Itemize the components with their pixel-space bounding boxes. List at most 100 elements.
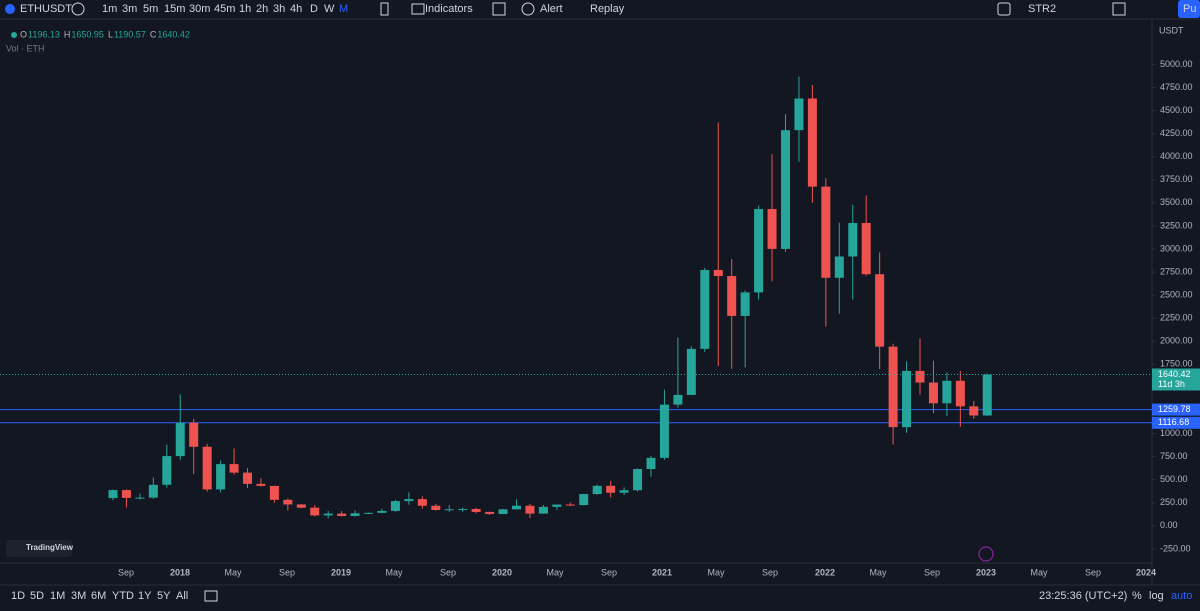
publish-button-bg[interactable] bbox=[1178, 0, 1200, 18]
y-tick-label: 3250.00 bbox=[1160, 220, 1193, 230]
event-icon[interactable] bbox=[978, 546, 994, 562]
interval-button[interactable]: M bbox=[339, 3, 348, 15]
publish-button[interactable]: Pu bbox=[1183, 3, 1196, 15]
alert-icon bbox=[521, 2, 535, 16]
range-button[interactable]: YTD bbox=[112, 590, 134, 602]
indicators-icon bbox=[411, 3, 425, 15]
candle-body bbox=[121, 490, 131, 498]
candle-body bbox=[821, 186, 831, 278]
candle-body bbox=[283, 499, 293, 505]
range-button[interactable]: 1Y bbox=[138, 590, 152, 602]
interval-button[interactable]: 1h bbox=[239, 3, 251, 15]
status-dot bbox=[11, 32, 17, 38]
candle-body bbox=[525, 505, 535, 514]
range-button[interactable]: 5Y bbox=[157, 590, 171, 602]
x-tick-label: May bbox=[707, 567, 725, 577]
ohlc-value: 1640.42 bbox=[157, 29, 190, 39]
x-tick-label: May bbox=[546, 567, 564, 577]
symbol[interactable]: ETHUSDT bbox=[20, 3, 72, 15]
candle-body bbox=[175, 422, 185, 457]
interval-button[interactable]: 5m bbox=[143, 3, 158, 15]
fullscreen-icon[interactable] bbox=[1112, 2, 1126, 16]
y-tick-label: 0.00 bbox=[1160, 520, 1178, 530]
interval-button[interactable]: W bbox=[324, 3, 335, 15]
interval-button[interactable]: 15m bbox=[164, 3, 185, 15]
range-button[interactable]: 6M bbox=[91, 590, 106, 602]
interval-button[interactable]: 30m bbox=[189, 3, 210, 15]
candle-body bbox=[256, 483, 266, 486]
goto-icon[interactable] bbox=[204, 590, 218, 602]
range-button[interactable]: 1D bbox=[11, 590, 25, 602]
price-axis-unit[interactable]: USDT bbox=[1159, 25, 1184, 35]
chart-type-icon[interactable] bbox=[380, 2, 389, 16]
auto-toggle[interactable]: auto bbox=[1171, 590, 1192, 602]
range-button[interactable]: 1M bbox=[50, 590, 65, 602]
compare-button[interactable] bbox=[71, 2, 85, 16]
layout-icon[interactable] bbox=[997, 2, 1011, 16]
range-button[interactable]: 5D bbox=[30, 590, 44, 602]
interval-button[interactable]: 3h bbox=[273, 3, 285, 15]
candle-body bbox=[148, 484, 158, 498]
countdown: 11d 3h bbox=[1158, 379, 1185, 389]
candle-body bbox=[404, 499, 414, 502]
x-tick-label: Sep bbox=[762, 567, 778, 577]
y-tick-label: 3500.00 bbox=[1160, 197, 1193, 207]
candle-body bbox=[673, 394, 683, 405]
candle-body bbox=[189, 422, 199, 447]
interval-button[interactable]: 45m bbox=[214, 3, 235, 15]
symbol-icon bbox=[5, 4, 15, 14]
candle-body bbox=[807, 98, 817, 187]
candle-body bbox=[928, 382, 938, 404]
x-tick-label: Sep bbox=[440, 567, 456, 577]
interval-button[interactable]: 1m bbox=[102, 3, 117, 15]
candle-body bbox=[296, 504, 306, 508]
interval-button[interactable]: 3m bbox=[122, 3, 137, 15]
y-tick-label: -250.00 bbox=[1160, 543, 1191, 553]
price-label: 1116.68 bbox=[1158, 417, 1189, 427]
candle-body bbox=[310, 507, 320, 516]
y-tick-label: 4750.00 bbox=[1160, 82, 1193, 92]
candle-body bbox=[794, 98, 804, 131]
x-tick-label: May bbox=[385, 567, 403, 577]
candle-body bbox=[781, 130, 790, 249]
price-label: 1259.78 bbox=[1158, 404, 1191, 414]
range-button[interactable]: All bbox=[176, 590, 188, 602]
log-toggle[interactable]: log bbox=[1149, 590, 1164, 602]
clock: 23:25:36 (UTC+2) bbox=[1039, 590, 1127, 602]
candle-body bbox=[108, 490, 118, 499]
y-tick-label: 1000.00 bbox=[1160, 428, 1193, 438]
percent-toggle[interactable]: % bbox=[1132, 590, 1142, 602]
candle-body bbox=[942, 380, 952, 404]
x-tick-label: 2023 bbox=[976, 567, 996, 577]
candle-body bbox=[269, 485, 279, 500]
layouts-icon[interactable] bbox=[492, 2, 506, 16]
candle-body bbox=[202, 446, 212, 490]
interval-button[interactable]: D bbox=[310, 3, 318, 15]
alert-button[interactable]: Alert bbox=[540, 3, 563, 15]
interval-button[interactable]: 2h bbox=[256, 3, 268, 15]
candle-body bbox=[700, 269, 710, 349]
candle-body bbox=[444, 509, 454, 511]
price-label-bg bbox=[1152, 416, 1200, 429]
x-tick-label: 2024 bbox=[1136, 567, 1156, 577]
candle-body bbox=[888, 346, 898, 428]
layout-name[interactable]: STR2 bbox=[1028, 3, 1056, 15]
interval-button[interactable]: 4h bbox=[290, 3, 302, 15]
last-price-label: 1640.42 bbox=[1158, 369, 1191, 379]
price-label-bg bbox=[1152, 403, 1200, 416]
y-tick-label: 750.00 bbox=[1160, 451, 1188, 461]
candle-body bbox=[875, 274, 885, 347]
range-button[interactable]: 3M bbox=[71, 590, 86, 602]
indicators-button[interactable]: Indicators bbox=[425, 3, 473, 15]
x-tick-label: Sep bbox=[1085, 567, 1101, 577]
logo[interactable]: TradingView bbox=[26, 543, 74, 552]
y-tick-label: 1750.00 bbox=[1160, 359, 1193, 369]
x-tick-label: 2021 bbox=[652, 567, 672, 577]
candle-body bbox=[579, 494, 589, 506]
replay-button[interactable]: Replay bbox=[590, 3, 625, 15]
candle-body bbox=[955, 380, 965, 407]
ohlc-letter: C bbox=[150, 29, 157, 39]
ohlc-value: 1190.57 bbox=[114, 29, 146, 39]
